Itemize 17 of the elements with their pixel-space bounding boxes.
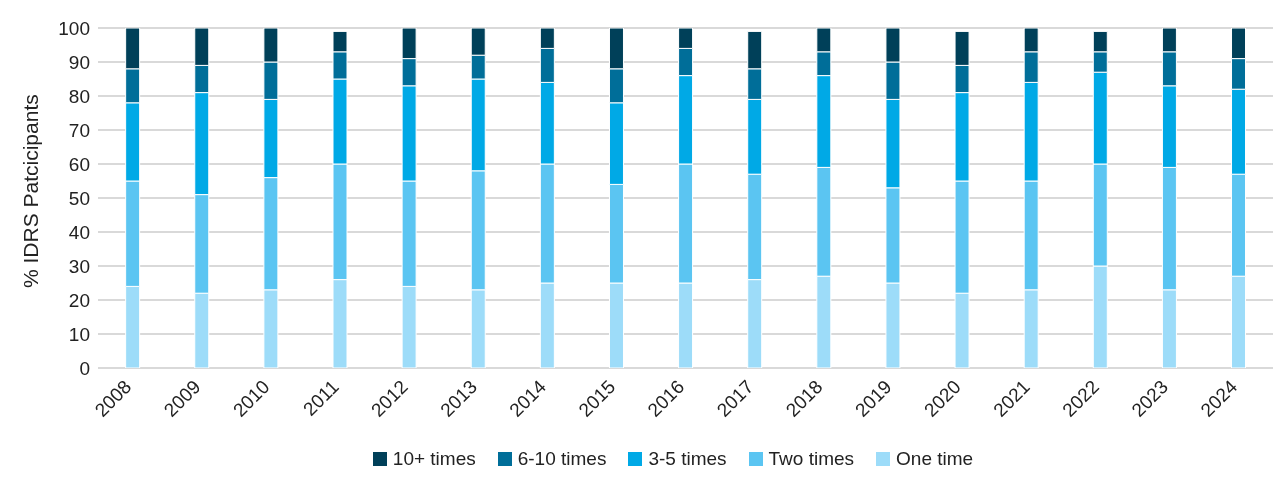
y-tick-label: 30 xyxy=(68,255,90,277)
legend-label: One time xyxy=(896,448,974,470)
y-tick-label: 100 xyxy=(58,17,90,39)
y-tick-label: 10 xyxy=(68,323,90,345)
y-axis-title: % IDRS Patcicipants xyxy=(19,94,43,288)
y-tick-label: 90 xyxy=(68,51,90,73)
y-tick-label: 70 xyxy=(68,119,90,141)
y-tick-label: 50 xyxy=(68,187,90,209)
legend-label: Two times xyxy=(768,448,855,470)
y-tick-label: 60 xyxy=(68,153,90,175)
legend-label: 6-10 times xyxy=(517,448,607,470)
y-tick-label: 40 xyxy=(68,221,90,243)
y-tick-label: 80 xyxy=(68,85,90,107)
y-tick-label: 20 xyxy=(68,289,90,311)
y-tick-label: 0 xyxy=(79,357,90,379)
legend-label: 10+ times xyxy=(392,448,476,470)
legend-label: 3-5 times xyxy=(648,448,727,470)
